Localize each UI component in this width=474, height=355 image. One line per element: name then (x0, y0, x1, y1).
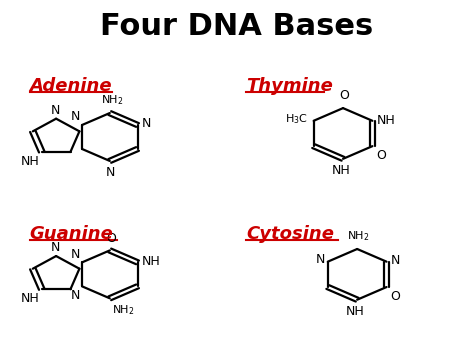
Text: N: N (316, 253, 326, 266)
Text: N: N (106, 166, 115, 179)
Text: NH: NH (346, 305, 364, 318)
Text: N: N (50, 104, 60, 117)
Text: NH: NH (377, 114, 396, 127)
Text: Four DNA Bases: Four DNA Bases (100, 12, 374, 41)
Text: N: N (50, 241, 60, 254)
Text: Thymine: Thymine (246, 77, 333, 95)
Text: O: O (376, 149, 386, 162)
Text: NH$_2$: NH$_2$ (101, 94, 123, 108)
Text: O: O (339, 89, 349, 103)
Text: NH: NH (331, 164, 350, 177)
Text: H$_3$C: H$_3$C (285, 112, 308, 126)
Text: N: N (390, 255, 400, 267)
Text: NH: NH (20, 292, 39, 305)
Text: NH: NH (20, 155, 39, 168)
Text: O: O (390, 290, 400, 303)
Text: Cytosine: Cytosine (246, 225, 335, 243)
Text: N: N (71, 289, 80, 302)
Text: N: N (141, 118, 151, 130)
Text: NH$_2$: NH$_2$ (112, 303, 135, 317)
Text: N: N (71, 248, 80, 261)
Text: NH: NH (142, 255, 161, 268)
Text: N: N (71, 110, 80, 123)
Text: NH$_2$: NH$_2$ (347, 230, 370, 244)
Text: O: O (106, 232, 116, 245)
Text: Adenine: Adenine (30, 77, 112, 95)
Text: Guanine: Guanine (30, 225, 114, 243)
